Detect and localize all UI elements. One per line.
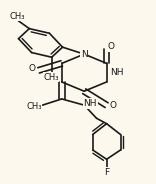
Text: NH: NH xyxy=(110,68,123,77)
Text: CH₃: CH₃ xyxy=(26,102,42,111)
Text: CH₃: CH₃ xyxy=(9,12,25,21)
Text: N: N xyxy=(81,50,88,59)
Text: O: O xyxy=(108,42,115,51)
Text: CH₃: CH₃ xyxy=(43,73,59,82)
Text: O: O xyxy=(109,101,116,110)
Text: O: O xyxy=(28,64,35,73)
Text: F: F xyxy=(104,168,109,177)
Text: NH: NH xyxy=(84,99,97,108)
